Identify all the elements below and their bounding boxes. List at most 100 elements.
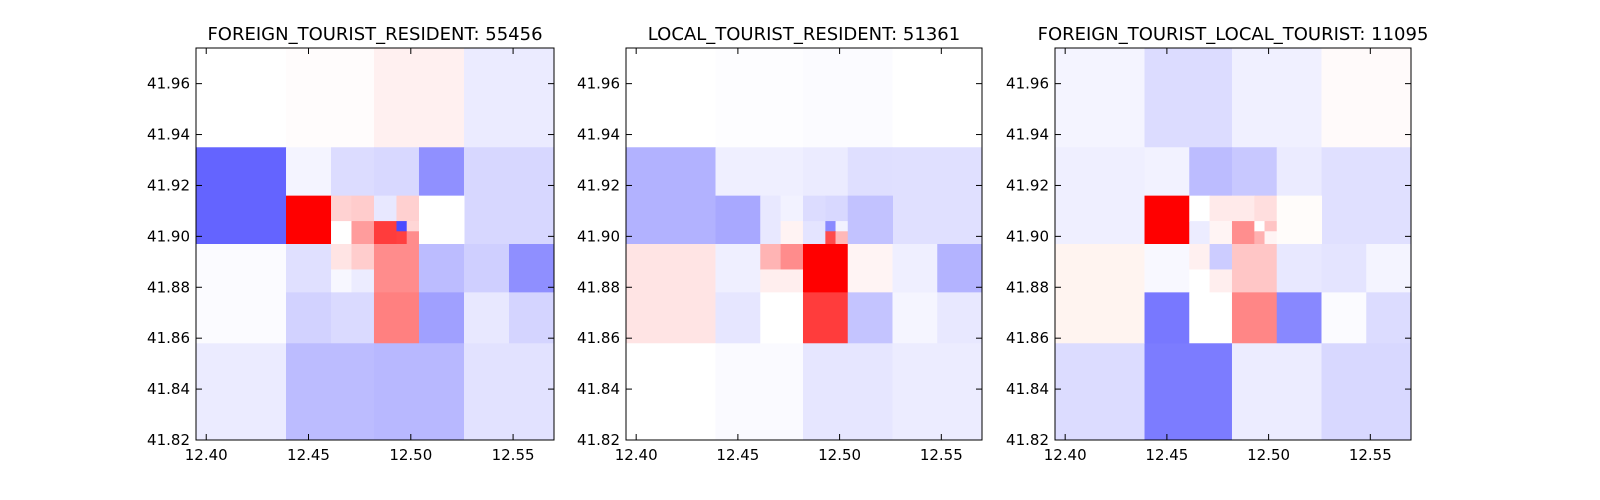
heatmap-cell (1144, 147, 1190, 197)
heatmap-cell (1254, 221, 1266, 232)
plot-frame (195, 47, 555, 441)
heatmap-cell (1209, 244, 1233, 270)
plot-frame (1054, 47, 1412, 441)
heatmap-cell (373, 48, 465, 148)
heatmap-cell (1231, 221, 1255, 245)
heatmap-cell (760, 269, 804, 293)
heatmap-cell (825, 231, 837, 245)
heatmap-cell (1254, 231, 1266, 245)
heatmap-cell (1189, 269, 1211, 293)
heatmap-cells (196, 48, 555, 441)
heatmap-cell (1276, 147, 1322, 197)
heatmap-cell (406, 231, 420, 245)
heatmap-cell (825, 195, 849, 222)
y-tick-label: 41.84 (1006, 380, 1049, 398)
heatmap-cell (373, 195, 397, 222)
heatmap-cell (508, 244, 555, 293)
heatmap-cell (715, 292, 761, 344)
y-tick-label: 41.96 (147, 75, 190, 93)
heatmap-cell (418, 292, 465, 344)
heatmap-cell (626, 48, 717, 148)
heatmap-cell (196, 343, 287, 441)
heatmap-cell (463, 147, 555, 245)
heatmap-cell (331, 221, 352, 245)
heatmap-cell (780, 244, 804, 270)
heatmap-cell (286, 292, 332, 344)
heatmap-cell (1366, 292, 1412, 344)
heatmap-cell (351, 269, 375, 293)
panel-title: LOCAL_TOURIST_RESIDENT: 51361 (648, 24, 960, 45)
heatmap-cell (1276, 244, 1322, 293)
heatmap-cell (892, 48, 983, 148)
heatmap-cell (892, 292, 938, 344)
heatmap-panel-foreign-tourist-resident: FOREIGN_TOURIST_RESIDENT: 55456 12.40 12.… (147, 24, 555, 464)
heatmap-cell (463, 48, 555, 148)
heatmap-cell (331, 195, 352, 222)
y-tick-label: 41.94 (577, 126, 620, 144)
heatmap-cell (1321, 147, 1412, 245)
x-tick-label: 12.50 (1247, 446, 1290, 464)
heatmap-cell (196, 147, 287, 245)
y-tick-label: 41.94 (147, 126, 190, 144)
x-tick-label: 12.50 (389, 446, 432, 464)
heatmap-cell (406, 221, 420, 232)
heatmap-cell (396, 231, 408, 245)
heatmap-cell (802, 221, 826, 245)
heatmap-cell (780, 221, 804, 245)
heatmap-cell (418, 147, 465, 197)
heatmap-cell (802, 195, 826, 222)
heatmap-cell (760, 292, 804, 344)
heatmap-cell (1189, 221, 1211, 245)
heatmap-cell (1231, 292, 1278, 344)
heatmap-cell (825, 221, 837, 232)
heatmap-cell (1321, 48, 1412, 148)
heatmap-cell (1264, 231, 1278, 245)
heatmap-cell (1231, 48, 1322, 148)
heatmap-cell (286, 48, 375, 148)
heatmap-cell (802, 343, 893, 441)
heatmap-cell (373, 221, 397, 245)
plot-frame (625, 47, 983, 441)
heatmap-cell (835, 221, 849, 232)
heatmap-cell (508, 292, 555, 344)
heatmap-cell (715, 343, 804, 441)
y-axis: 41.82 41.84 41.86 41.88 41.90 41.92 41.94 41.96 (147, 75, 554, 449)
heatmap-cell (396, 221, 408, 232)
heatmap-cell (892, 147, 983, 245)
heatmap-cell (937, 292, 983, 344)
heatmap-cell (1231, 244, 1278, 293)
heatmap-cell (626, 343, 717, 441)
heatmap-panel-foreign-tourist-local-tourist: FOREIGN_TOURIST_LOCAL_TOURIST: 11095 12.… (1006, 24, 1428, 464)
heatmap-cell (331, 147, 375, 197)
heatmap-cells (626, 48, 983, 441)
heatmap-cell (1321, 244, 1367, 293)
heatmap-cell (351, 195, 375, 222)
y-tick-label: 41.82 (1006, 431, 1049, 449)
heatmap-cell (760, 195, 782, 245)
heatmap-cell (1055, 244, 1146, 344)
heatmap-cell (1189, 292, 1233, 344)
heatmap-cell (1264, 221, 1278, 232)
heatmap-cell (802, 48, 893, 148)
heatmap-cell (1231, 147, 1278, 197)
heatmap-cell (1321, 292, 1367, 344)
heatmap-cell (1055, 48, 1146, 148)
x-tick-label: 12.45 (287, 446, 330, 464)
y-tick-label: 41.90 (1006, 227, 1049, 245)
heatmap-cell (351, 244, 375, 270)
x-tick-label: 12.45 (716, 446, 759, 464)
heatmap-cell (802, 244, 849, 293)
heatmap-cell (802, 147, 849, 197)
y-tick-label: 41.88 (147, 278, 190, 296)
heatmap-cell (331, 269, 352, 293)
x-tick-label: 12.55 (1349, 446, 1392, 464)
heatmap-cell (1321, 343, 1412, 441)
heatmap-cell (1366, 244, 1412, 293)
heatmap-cell (835, 231, 849, 245)
heatmap-cell (463, 292, 510, 344)
x-tick-label: 12.55 (492, 446, 535, 464)
heatmap-cell (463, 244, 510, 293)
y-tick-label: 41.86 (577, 329, 620, 347)
y-tick-label: 41.86 (1006, 329, 1049, 347)
heatmap-cell (286, 195, 332, 245)
